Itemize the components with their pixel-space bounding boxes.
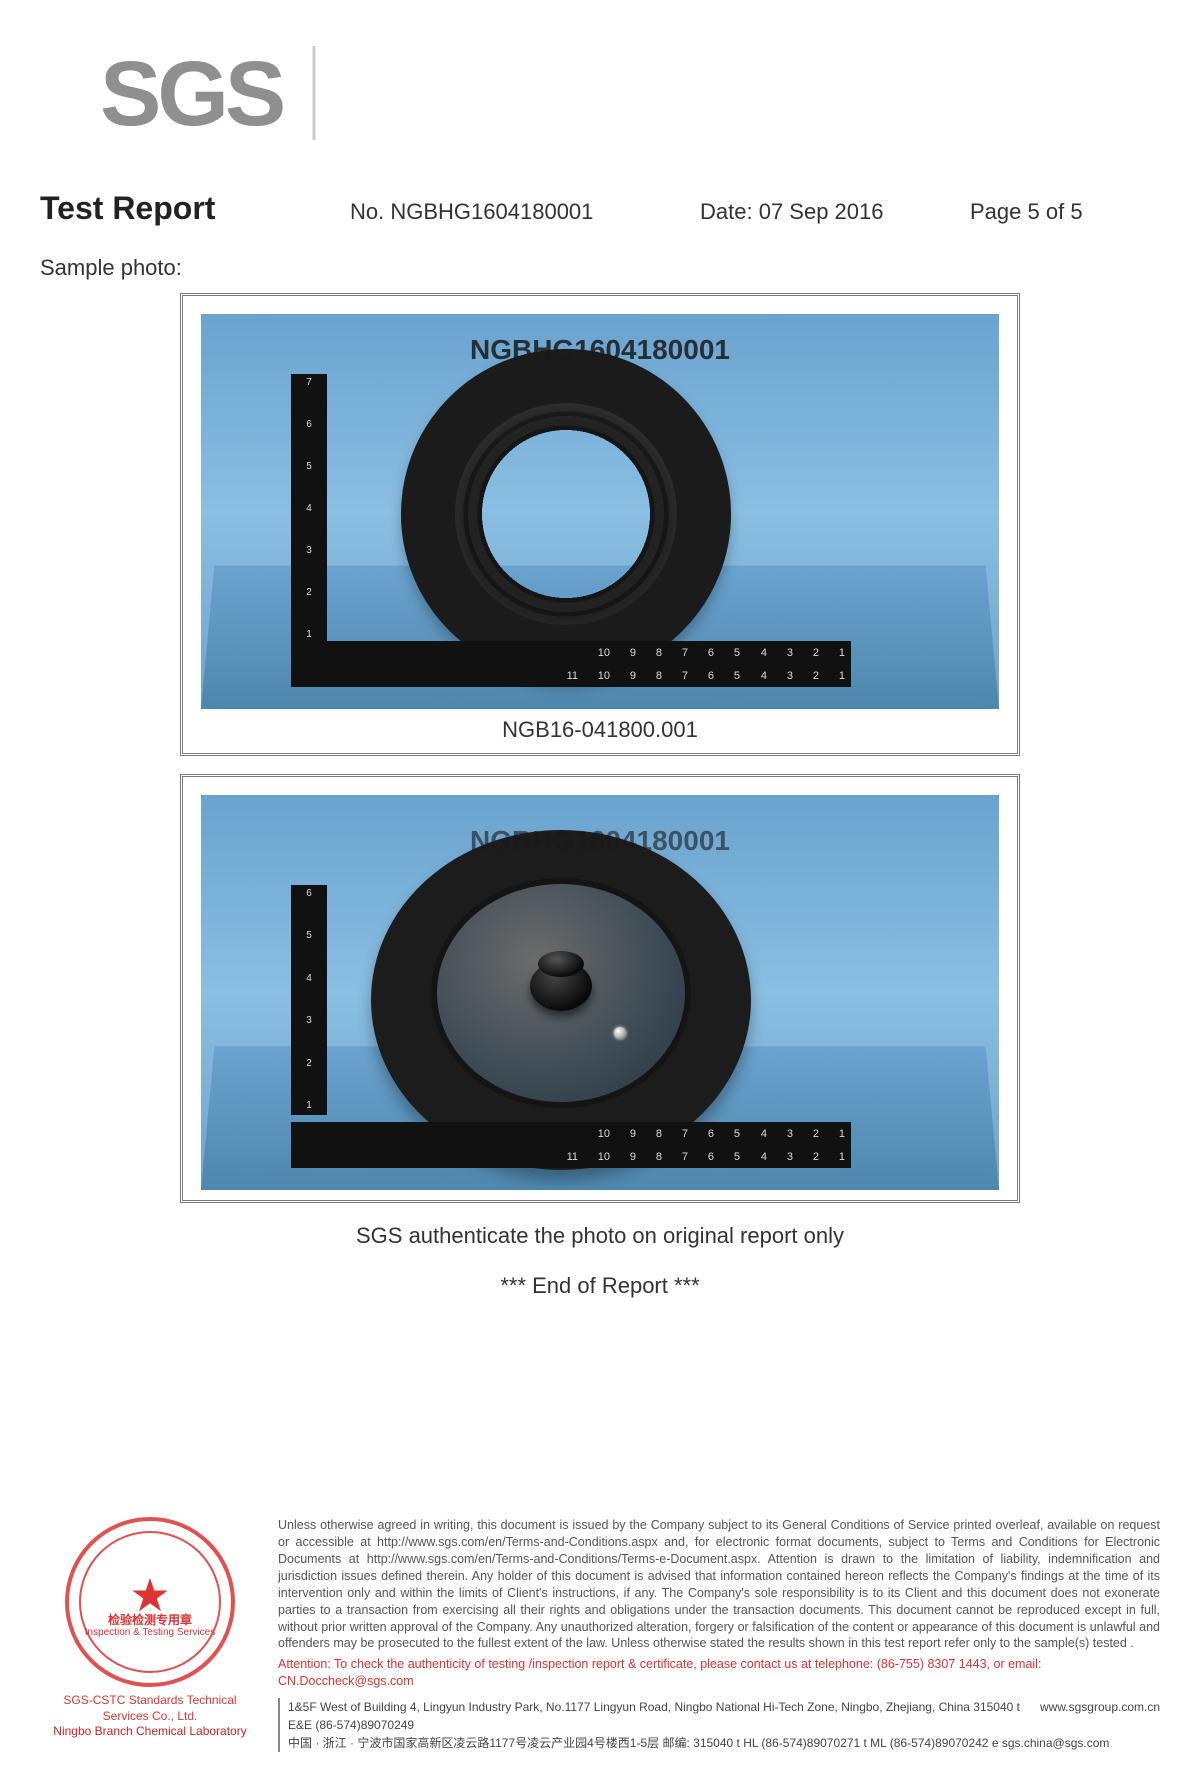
page-footer: ★ 检验检测专用章 Inspection & Testing Services … — [0, 1497, 1200, 1782]
svg-text:SGS: SGS — [100, 43, 283, 145]
photo-overlay-id: NGBHG1604180001 — [201, 334, 999, 366]
photo-area: 1234567 12345678910 1234567891011 NGBHG1… — [180, 293, 1020, 1299]
report-header: Test Report No. NGBHG1604180001 Date: 07… — [40, 190, 1160, 227]
photo-frame-1: 1234567 12345678910 1234567891011 NGBHG1… — [180, 293, 1020, 756]
sgs-logo: SGS — [100, 40, 1160, 150]
address-en: 1&5F West of Building 4, Lingyun Industr… — [288, 1698, 1030, 1734]
address-block: 1&5F West of Building 4, Lingyun Industr… — [278, 1698, 1160, 1752]
sample-lid-icon — [371, 830, 751, 1170]
no-value: NGBHG1604180001 — [390, 199, 593, 224]
ruler-vertical: 1234567 — [291, 374, 327, 644]
sample-photo-2: 123456 12345678910 1234567891011 NGBHG16… — [201, 795, 999, 1190]
address-cn: 中国 · 浙江 · 宁波市国家高新区凌云路1177号凌云产业园4号楼西1-5层 … — [288, 1734, 1109, 1752]
company-stamp-icon: ★ 检验检测专用章 Inspection & Testing Services — [65, 1517, 235, 1687]
ruler-horizontal: 12345678910 1234567891011 — [291, 641, 851, 687]
attention-note: Attention: To check the authenticity of … — [278, 1656, 1160, 1690]
sample-photo-1: 1234567 12345678910 1234567891011 NGBHG1… — [201, 314, 999, 709]
sample-ring-icon — [401, 349, 731, 679]
date-label: Date: — [700, 199, 753, 224]
website-url: www.sgsgroup.com.cn — [1040, 1698, 1160, 1734]
photo-caption-1: NGB16-041800.001 — [201, 709, 999, 743]
ruler-horizontal: 12345678910 1234567891011 — [291, 1122, 851, 1168]
photo-frame-2: 123456 12345678910 1234567891011 NGBHG16… — [180, 774, 1020, 1203]
page-label: Page — [970, 199, 1021, 224]
legal-disclaimer: Unless otherwise agreed in writing, this… — [278, 1517, 1160, 1652]
ruler-vertical: 123456 — [291, 885, 327, 1115]
stamp-text-cn: 检验检测专用章 — [65, 1611, 235, 1628]
stamp-column: ★ 检验检测专用章 Inspection & Testing Services … — [40, 1517, 260, 1740]
page-value: 5 of 5 — [1028, 199, 1083, 224]
date-value: 07 Sep 2016 — [759, 199, 884, 224]
end-of-report: *** End of Report *** — [180, 1273, 1020, 1299]
report-title: Test Report — [40, 190, 340, 227]
report-date: Date: 07 Sep 2016 — [700, 199, 960, 225]
photo-overlay-id: NGBHG1604180001 — [201, 825, 999, 857]
no-label: No. — [350, 199, 384, 224]
report-number: No. NGBHG1604180001 — [350, 199, 690, 225]
page-number: Page 5 of 5 — [970, 199, 1083, 225]
company-name: SGS-CSTC Standards Technical Services Co… — [40, 1693, 260, 1724]
branch-name: Ningbo Branch Chemical Laboratory — [40, 1724, 260, 1740]
legal-column: Unless otherwise agreed in writing, this… — [278, 1517, 1160, 1752]
stamp-text-en: Inspection & Testing Services — [65, 1627, 235, 1638]
authentication-note: SGS authenticate the photo on original r… — [180, 1223, 1020, 1249]
sample-photo-label: Sample photo: — [40, 255, 1160, 281]
